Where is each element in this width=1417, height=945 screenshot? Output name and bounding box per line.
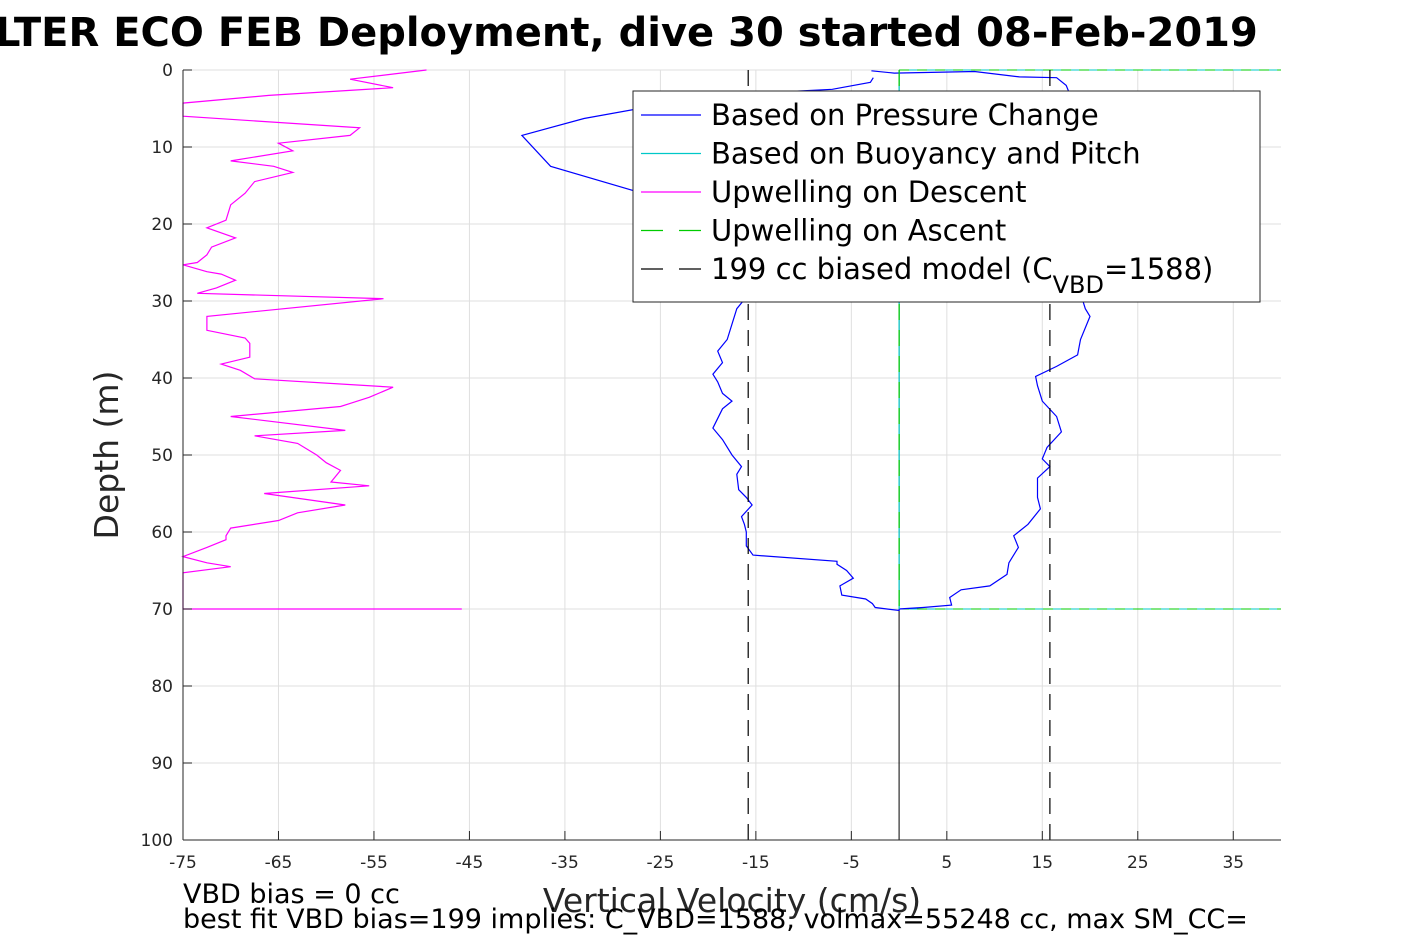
legend: Based on Pressure Change Based on Buoyanc… [632, 90, 1261, 303]
y-tick-label: 10 [151, 138, 173, 158]
footer-line-2: best fit VBD bias=199 implies: C_VBD=158… [183, 904, 1248, 935]
legend-box [632, 90, 1261, 303]
footer-line-1: VBD bias = 0 cc [183, 879, 400, 910]
y-ticks: 0 10 20 30 40 50 60 70 80 90 100 [141, 61, 192, 851]
x-tick-label: -15 [742, 853, 770, 873]
y-tick-label: 90 [151, 754, 173, 774]
x-tick-label: -55 [360, 853, 388, 873]
y-tick-label: 20 [151, 215, 173, 235]
chart-title: LTER ECO FEB Deployment, dive 30 started… [0, 10, 1258, 56]
y-tick-label: 70 [151, 600, 173, 620]
y-tick-label: 40 [151, 369, 173, 389]
x-tick-label: -75 [169, 853, 197, 873]
x-tick-label: -35 [551, 853, 579, 873]
y-axis-label: Depth (m) [87, 371, 126, 540]
legend-label: Based on Pressure Change [711, 98, 1099, 132]
y-tick-label: 0 [162, 61, 173, 81]
x-tick-label: 15 [1031, 853, 1053, 873]
x-tick-label: -65 [265, 853, 293, 873]
x-tick-label: 25 [1127, 853, 1149, 873]
y-tick-label: 80 [151, 677, 173, 697]
legend-label: Upwelling on Ascent [711, 214, 1006, 248]
x-tick-label: -45 [456, 853, 484, 873]
y-tick-label: 100 [141, 831, 173, 851]
y-tick-label: 30 [151, 292, 173, 312]
series-upwelling-on-descent-line [181, 69, 462, 610]
x-tick-label: 5 [941, 853, 952, 873]
x-tick-label: 35 [1222, 853, 1244, 873]
x-tick-label: -25 [647, 853, 675, 873]
legend-label: 199 cc biased model (CVBD=1588) [711, 252, 1213, 299]
x-tick-label: -5 [843, 853, 860, 873]
legend-label: Upwelling on Descent [711, 175, 1027, 209]
y-tick-label: 60 [151, 523, 173, 543]
x-ticks: -75 -65 -55 -45 -35 -25 -15 -5 5 15 25 35 [169, 831, 1244, 873]
y-tick-label: 50 [151, 446, 173, 466]
legend-label: Based on Buoyancy and Pitch [711, 137, 1141, 171]
x-axis-label: Vertical Velocity (cm/s) [543, 881, 921, 920]
